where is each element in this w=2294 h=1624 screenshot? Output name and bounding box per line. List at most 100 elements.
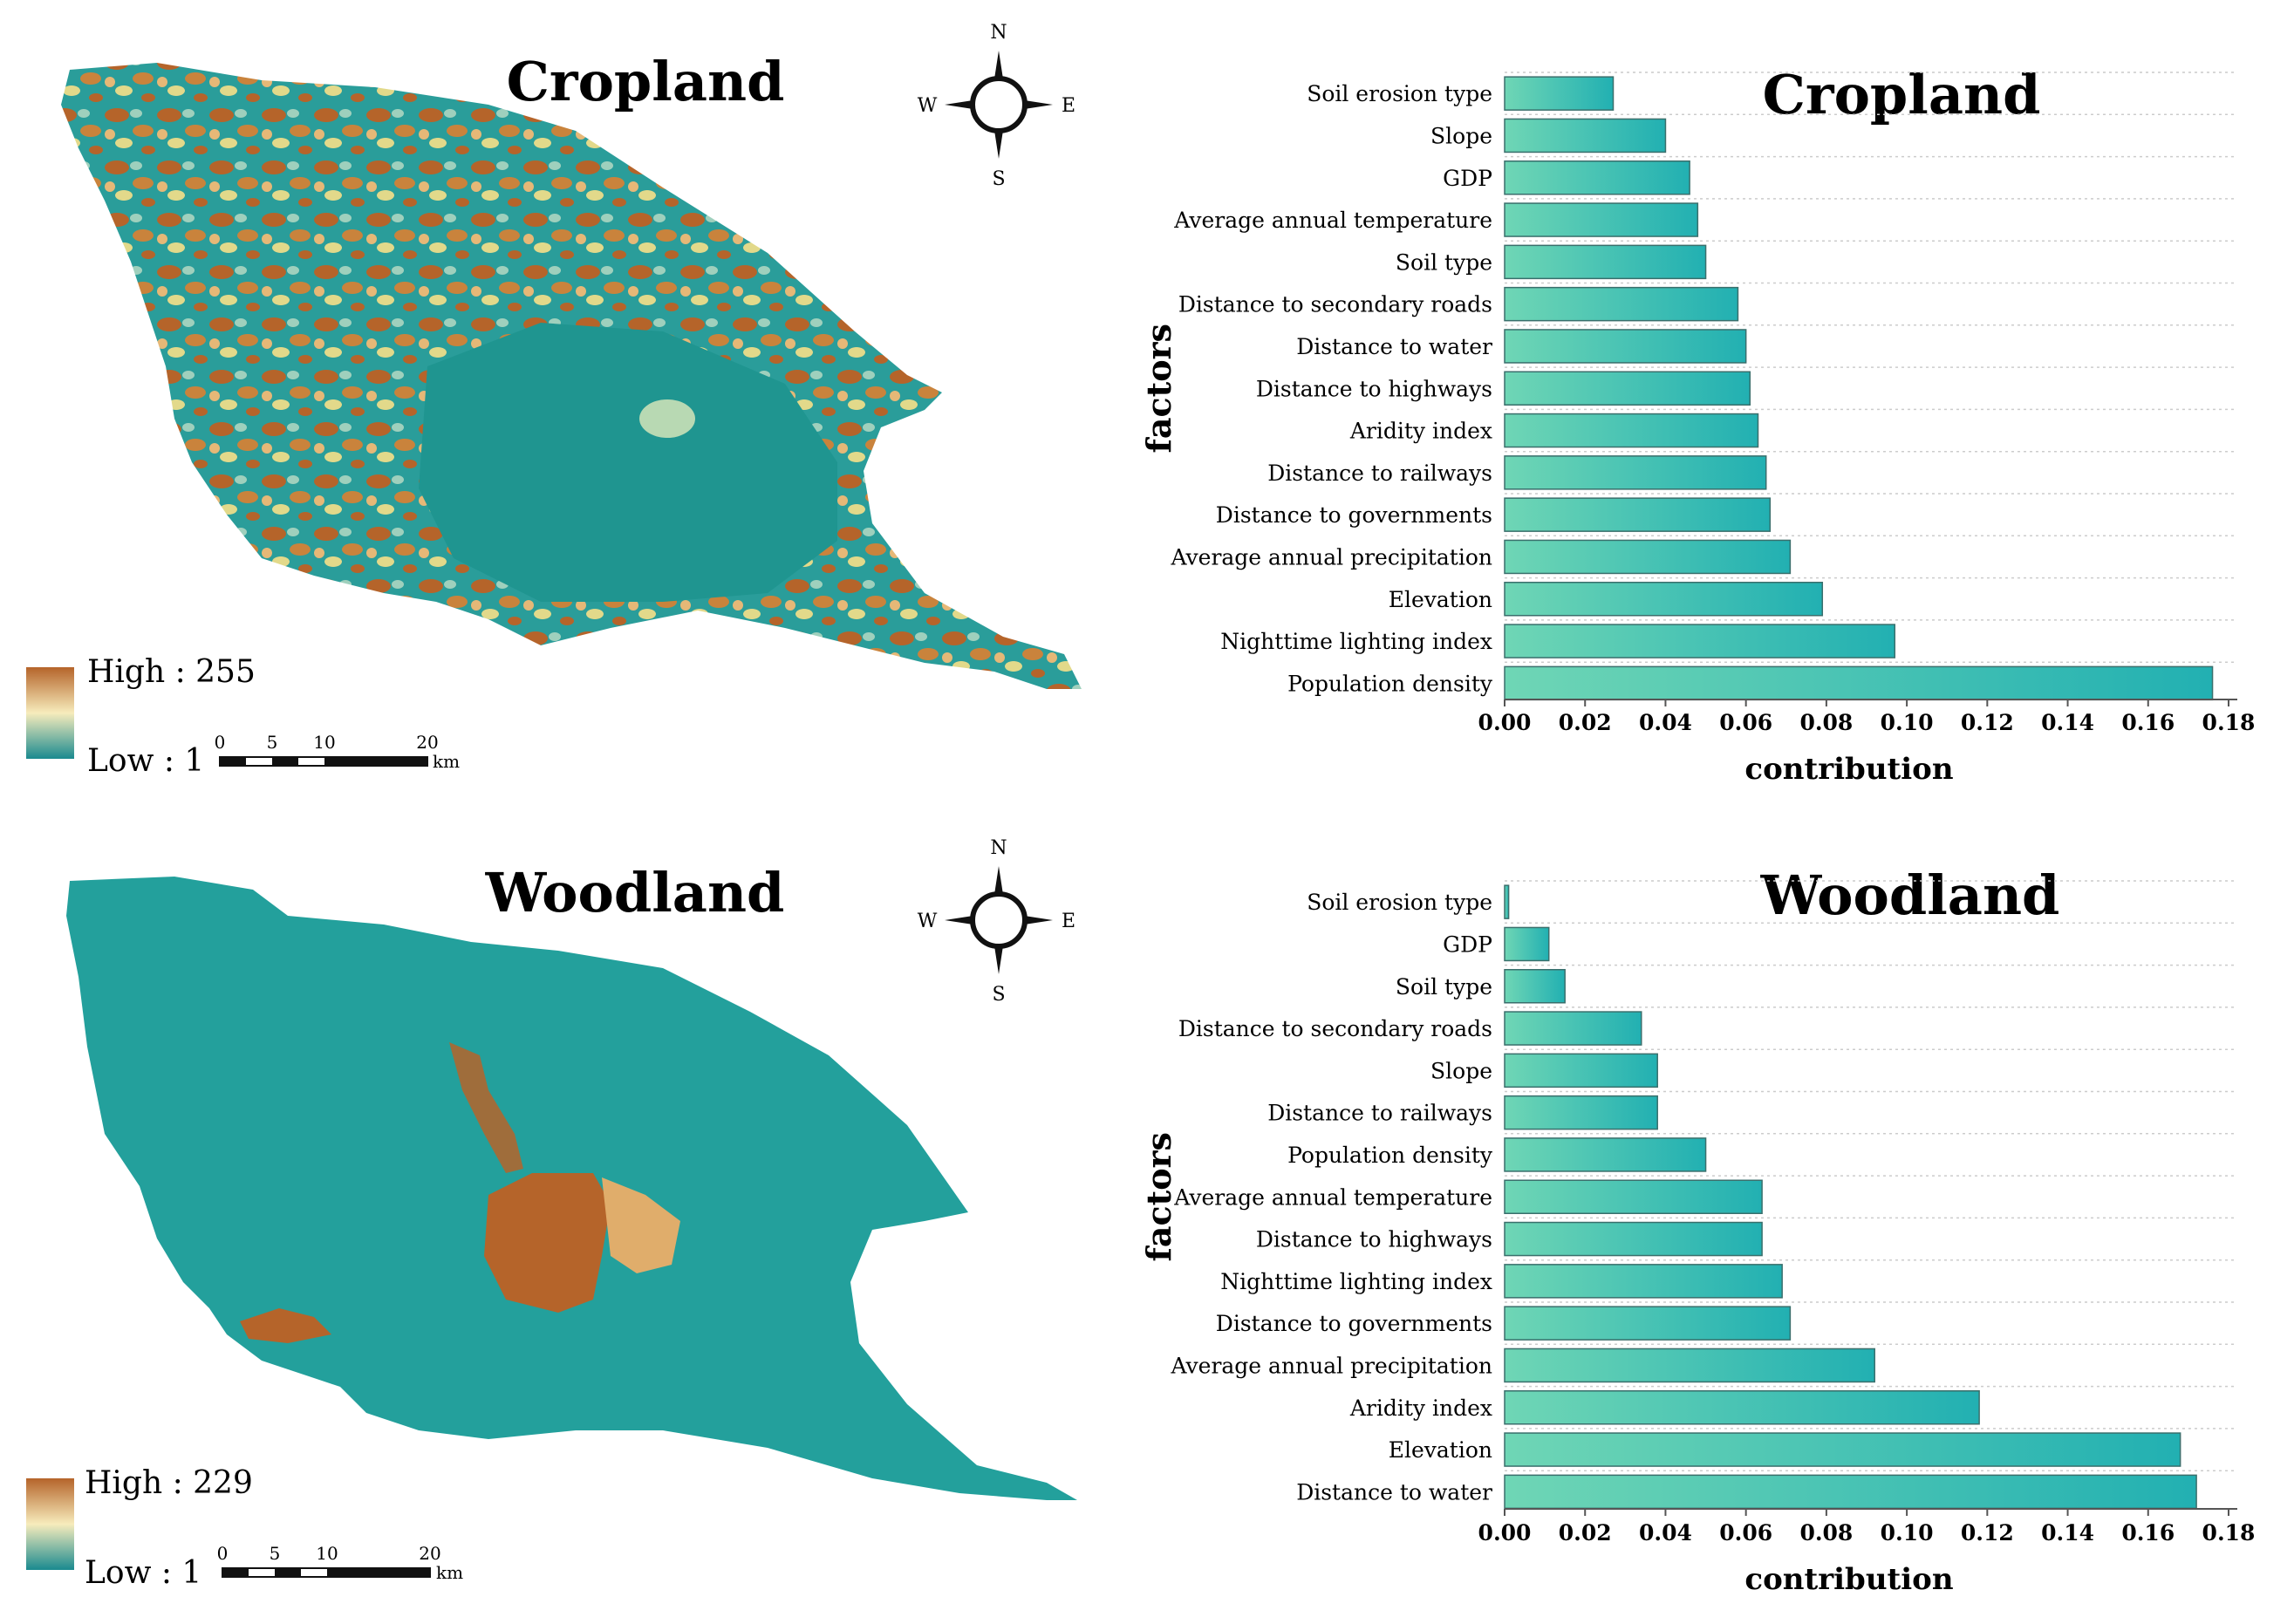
bar-woodland-5 (1504, 1095, 1658, 1130)
x-tick-label: 0.10 (1881, 1520, 1934, 1546)
svg-text:W: W (918, 911, 938, 932)
bar-woodland-14 (1504, 1474, 2197, 1510)
bar-cropland-8 (1504, 413, 1759, 448)
category-label: GDP (1443, 166, 1492, 191)
bar-cropland-0 (1504, 76, 1615, 111)
bar-cropland-5 (1504, 286, 1739, 322)
category-label: Distance to highways (1256, 1227, 1492, 1252)
woodland-streak (449, 1042, 523, 1173)
category-label: Average annual precipitation (1170, 544, 1492, 570)
bar-cropland-10 (1504, 497, 1772, 532)
x-tick-label: 0.12 (1961, 1520, 2014, 1546)
woodland-legend-high: High : 229 (85, 1465, 253, 1501)
cropland-legend-high: High : 255 (87, 654, 256, 690)
category-label: Soil type (1396, 249, 1492, 275)
svg-text:10: 10 (316, 1543, 338, 1564)
category-label: Distance to water (1296, 334, 1492, 359)
svg-text:N: N (990, 837, 1007, 859)
y-axis-label: factors (1139, 1132, 1178, 1261)
svg-text:km: km (436, 1562, 463, 1583)
category-label: Average annual precipitation (1170, 1353, 1492, 1378)
category-label: Elevation (1389, 587, 1492, 612)
bar-cropland-6 (1504, 329, 1747, 364)
svg-text:20: 20 (419, 1543, 440, 1564)
bar-woodland-1 (1504, 926, 1550, 962)
category-label: Distance to governments (1216, 1311, 1492, 1336)
woodland-legend-low: Low : 1 (85, 1555, 201, 1591)
svg-text:5: 5 (267, 732, 278, 753)
svg-text:20: 20 (416, 732, 438, 753)
bar-cropland-11 (1504, 539, 1792, 575)
bar-woodland-7 (1504, 1179, 1763, 1214)
cropland-legend-ramp (26, 667, 74, 759)
x-tick-label: 0.06 (1719, 1520, 1772, 1546)
svg-text:E: E (1062, 95, 1075, 117)
category-label: Elevation (1389, 1437, 1492, 1463)
woodland-map-title: Woodland (485, 861, 785, 925)
category-label: Distance to railways (1267, 1101, 1492, 1126)
category-label: Slope (1430, 123, 1492, 148)
bar-cropland-4 (1504, 244, 1707, 280)
bar-woodland-8 (1504, 1221, 1763, 1257)
x-tick-label: 0.02 (1559, 1520, 1612, 1546)
cropland-small-lake (639, 399, 695, 438)
svg-text:5: 5 (270, 1543, 281, 1564)
x-tick-label: 0.06 (1719, 710, 1772, 735)
x-tick-label: 0.00 (1478, 710, 1532, 735)
svg-text:W: W (918, 95, 938, 117)
bar-woodland-11 (1504, 1348, 1875, 1383)
cropland-map-title: Cropland (507, 50, 785, 113)
category-label: Aridity index (1349, 419, 1492, 444)
bar-cropland-12 (1504, 582, 1824, 617)
svg-text:S: S (992, 168, 1005, 190)
woodland-map-panel: Woodland N S E W High : 229 Low : 1 0 5 … (26, 837, 1077, 1591)
x-tick-label: 0.16 (2121, 1520, 2175, 1546)
bar-cropland-2 (1504, 160, 1690, 195)
x-tick-label: 0.08 (1799, 1520, 1853, 1546)
bar-woodland-10 (1504, 1306, 1792, 1341)
category-label: Soil erosion type (1307, 890, 1492, 915)
bar-cropland-9 (1504, 455, 1767, 490)
woodland-west-patch (240, 1308, 331, 1343)
x-axis-label: contribution (1744, 1562, 1953, 1597)
woodland-scale-bar: 0 5 10 20 km (217, 1543, 463, 1583)
woodland-center-patch-light (602, 1177, 680, 1273)
x-tick-label: 0.18 (2202, 710, 2256, 735)
woodland-center-patch (484, 1173, 611, 1313)
bar-woodland-4 (1504, 1053, 1658, 1088)
cropland-map-panel: Cropland N S E W High : 255 Low : 1 0 5 … (26, 22, 1082, 779)
bar-woodland-13 (1504, 1432, 2181, 1467)
bar-woodland-12 (1504, 1390, 1980, 1425)
cropland-legend-low: Low : 1 (87, 743, 204, 779)
woodland-bar-chart: Woodland Soil erosion type GDP Soil type Dis… (1139, 863, 2255, 1597)
svg-text:km: km (433, 751, 460, 772)
category-label: Distance to secondary roads (1178, 1016, 1492, 1041)
x-axis-label: contribution (1744, 752, 1953, 787)
category-label: Average annual temperature (1173, 208, 1492, 233)
bar-cropland-14 (1504, 665, 2214, 701)
x-tick-label: 0.12 (1961, 710, 2014, 735)
category-label: GDP (1443, 931, 1492, 957)
compass-icon: N S E W (918, 22, 1075, 190)
x-tick-label: 0.14 (2041, 710, 2094, 735)
x-tick-label: 0.02 (1559, 710, 1612, 735)
category-label: Distance to railways (1267, 461, 1492, 486)
woodland-legend-ramp (26, 1478, 74, 1570)
bar-cropland-13 (1504, 624, 1896, 658)
cropland-bar-chart: Cropland Soil erosion type Slope GDP Average… (1139, 63, 2255, 787)
cropland-scale-bar: 0 5 10 20 km (215, 732, 460, 772)
bar-woodland-2 (1504, 969, 1566, 1004)
x-tick-label: 0.04 (1639, 710, 1692, 735)
category-label: Soil type (1396, 974, 1492, 1000)
compass-icon: N S E W (918, 837, 1075, 1006)
x-tick-label: 0.00 (1478, 1520, 1532, 1546)
cropland-lake (419, 323, 837, 602)
category-label: Distance to secondary roads (1178, 292, 1492, 317)
svg-text:10: 10 (313, 732, 335, 753)
category-label: Nighttime lighting index (1220, 1269, 1492, 1294)
x-tick-label: 0.18 (2202, 1520, 2256, 1546)
bar-cropland-3 (1504, 202, 1699, 237)
category-label: Population density (1287, 671, 1493, 696)
woodland-chart-title: Woodland (1760, 863, 2060, 927)
